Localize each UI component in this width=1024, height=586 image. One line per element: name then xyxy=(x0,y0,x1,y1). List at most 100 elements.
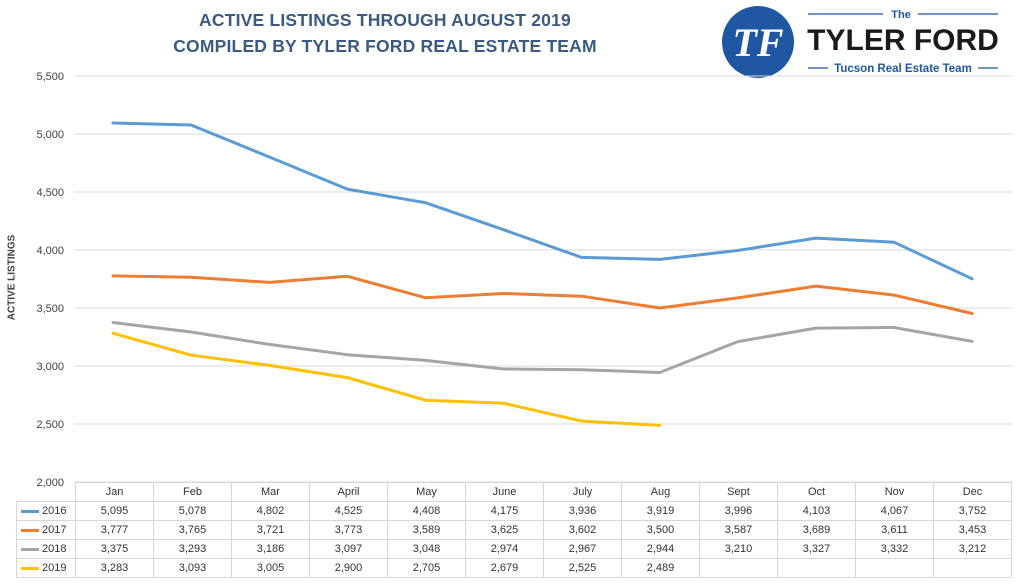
data-label: 3,777 xyxy=(75,520,154,540)
data-label: 3,332 xyxy=(855,539,934,559)
data-label: 2,967 xyxy=(543,539,622,559)
data-label: 3,602 xyxy=(543,520,622,540)
data-label: 4,802 xyxy=(231,501,310,521)
data-label: 3,210 xyxy=(699,539,778,559)
x-tick-label: Nov xyxy=(855,482,934,502)
table-row: 2018 3,375 3,293 3,186 3,097 3,048 2,974 2,967 2… xyxy=(16,539,1012,559)
logo-tagline: Tucson Real Estate Team xyxy=(834,63,972,75)
legend-key xyxy=(21,547,39,551)
tf-monogram-circle-icon xyxy=(722,6,794,78)
data-label: 2,944 xyxy=(621,539,700,559)
y-tick-label: 5,500 xyxy=(36,71,64,83)
y-tick-label: 4,000 xyxy=(36,245,64,257)
legend-entry: 2017 xyxy=(16,520,76,540)
data-label: 4,175 xyxy=(465,501,544,521)
table-corner xyxy=(17,483,76,502)
data-label: 3,186 xyxy=(231,539,310,559)
data-table: Jan Feb Mar April May June July Aug Sept Oct Nov De… xyxy=(16,482,1012,578)
table-row: 2019 3,283 3,093 3,005 2,900 2,705 2,679 2,525 2… xyxy=(16,558,1012,578)
y-tick-label: 5,000 xyxy=(36,129,64,141)
data-label xyxy=(699,558,778,578)
data-label: 3,996 xyxy=(699,501,778,521)
x-tick-label: Aug xyxy=(621,482,700,502)
data-label: 3,048 xyxy=(387,539,466,559)
logo-the: The xyxy=(891,9,911,21)
y-tick-label: 3,500 xyxy=(36,303,64,315)
data-label: 3,773 xyxy=(309,520,388,540)
legend-label: 2017 xyxy=(42,524,67,536)
data-label: 4,067 xyxy=(855,501,934,521)
data-label: 3,453 xyxy=(933,520,1012,540)
data-label: 3,212 xyxy=(933,539,1012,559)
x-tick-label: July xyxy=(543,482,622,502)
data-label: 3,327 xyxy=(777,539,856,559)
x-tick-label: Mar xyxy=(231,482,310,502)
legend-key xyxy=(21,528,39,532)
data-label: 3,765 xyxy=(153,520,232,540)
data-label: 2,900 xyxy=(309,558,388,578)
legend-label: 2016 xyxy=(42,505,67,517)
data-label: 2,679 xyxy=(465,558,544,578)
data-label: 3,587 xyxy=(699,520,778,540)
data-label: 3,005 xyxy=(231,558,310,578)
logo-name: TYLER FORD xyxy=(807,24,999,57)
x-tick-label: Feb xyxy=(153,482,232,502)
legend-entry: 2016 xyxy=(16,501,76,521)
data-label: 3,589 xyxy=(387,520,466,540)
legend-key xyxy=(21,509,39,513)
data-label: 4,408 xyxy=(387,501,466,521)
table-header-row: Jan Feb Mar April May June July Aug Sept Oct Nov De… xyxy=(17,482,1012,502)
series-line-2016 xyxy=(111,121,974,281)
legend-label: 2019 xyxy=(42,562,67,574)
x-tick-label: Jan xyxy=(75,482,154,502)
data-label xyxy=(855,558,934,578)
data-label: 3,689 xyxy=(777,520,856,540)
x-tick-label: Oct xyxy=(777,482,856,502)
data-label xyxy=(933,558,1012,578)
y-tick-label: 3,000 xyxy=(36,361,64,373)
data-label: 3,721 xyxy=(231,520,310,540)
data-label: 3,611 xyxy=(855,520,934,540)
data-label: 5,078 xyxy=(153,501,232,521)
data-label: 3,293 xyxy=(153,539,232,559)
data-label: 3,500 xyxy=(621,520,700,540)
x-tick-label: Sept xyxy=(699,482,778,502)
legend-key xyxy=(21,566,39,570)
series-line-2019 xyxy=(111,331,662,427)
tyler-ford-logo: TF The TYLER FORD Tucson Real Estate Tea… xyxy=(722,6,999,78)
data-label: 4,525 xyxy=(309,501,388,521)
data-label: 3,283 xyxy=(75,558,154,578)
table-row: 2017 3,777 3,765 3,721 3,773 3,589 3,625 3,602 3… xyxy=(16,520,1012,540)
legend-entry: 2019 xyxy=(16,558,76,578)
x-tick-label: Dec xyxy=(933,482,1012,502)
data-label xyxy=(777,558,856,578)
series-line-2017 xyxy=(111,274,974,315)
data-label: 3,097 xyxy=(309,539,388,559)
data-label: 2,489 xyxy=(621,558,700,578)
x-tick-label: May xyxy=(387,482,466,502)
y-tick-label: 2,500 xyxy=(36,419,64,431)
x-tick-label: June xyxy=(465,482,544,502)
x-tick-label: April xyxy=(309,482,388,502)
data-label: 3,375 xyxy=(75,539,154,559)
data-label: 4,103 xyxy=(777,501,856,521)
data-label: 3,752 xyxy=(933,501,1012,521)
series-line-2018 xyxy=(111,321,974,374)
y-tick-label: 4,500 xyxy=(36,187,64,199)
legend-label: 2018 xyxy=(42,543,67,555)
legend-entry: 2018 xyxy=(16,539,76,559)
table-row: 2016 5,095 5,078 4,802 4,525 4,408 4,175 3,936 3… xyxy=(16,501,1012,521)
data-label: 2,525 xyxy=(543,558,622,578)
data-label: 2,705 xyxy=(387,558,466,578)
data-label: 3,093 xyxy=(153,558,232,578)
data-label: 3,936 xyxy=(543,501,622,521)
data-label: 3,625 xyxy=(465,520,544,540)
chart-title: ACTIVE LISTINGS THROUGH AUGUST 2019 xyxy=(199,10,571,30)
data-label: 2,974 xyxy=(465,539,544,559)
data-label: 5,095 xyxy=(75,501,154,521)
y-tick-label: 2,000 xyxy=(36,477,64,489)
chart-subtitle: COMPILED BY TYLER FORD REAL ESTATE TEAM xyxy=(173,36,597,56)
logo-monogram: TF xyxy=(732,20,783,65)
data-label: 3,919 xyxy=(621,501,700,521)
